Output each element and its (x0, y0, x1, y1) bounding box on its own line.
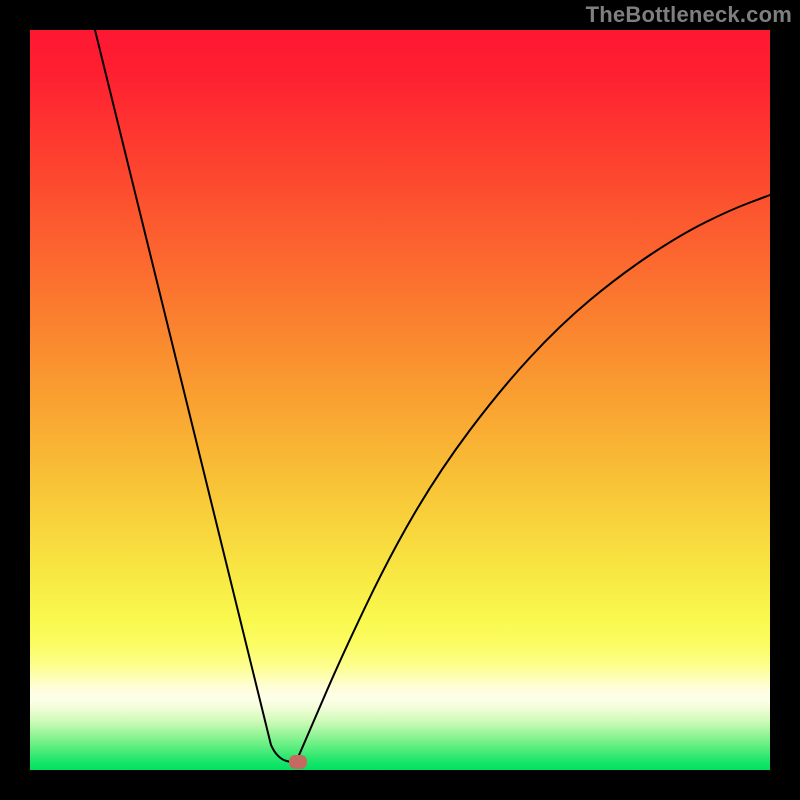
optimal-point-marker (289, 755, 307, 769)
plot-gradient-rect (30, 30, 770, 770)
watermark-text: TheBottleneck.com (586, 2, 792, 28)
chart-container: { "meta": { "watermark_text": "TheBottle… (0, 0, 800, 800)
bottleneck-chart (0, 0, 800, 800)
